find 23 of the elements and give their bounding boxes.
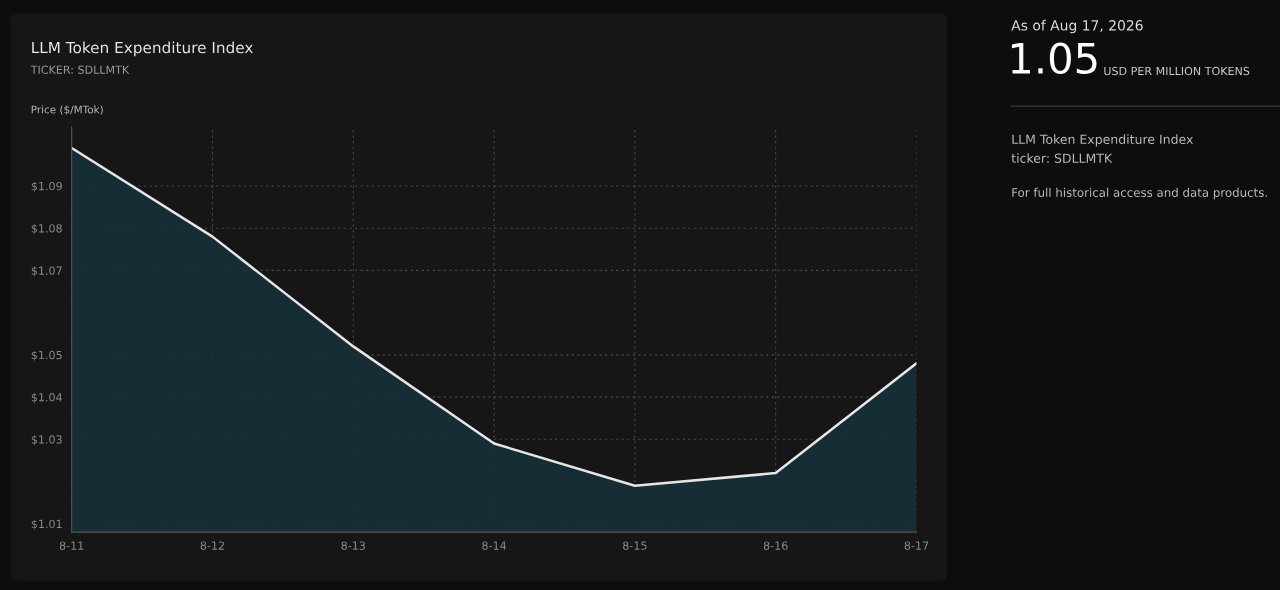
y-tick-label: $1.04 — [31, 392, 63, 403]
chart-subtitle: TICKER: SDLLMTK — [30, 65, 130, 74]
x-tick-label: 8-14 — [482, 541, 507, 550]
x-tick-label: 8-16 — [763, 541, 788, 550]
y-tick-label: $1.08 — [31, 223, 62, 235]
x-tick-label: 8-13 — [341, 541, 365, 550]
y-tick-label: $1.09 — [31, 181, 62, 192]
x-tick-label: 8-17 — [904, 541, 929, 550]
text: 1.05 — [1011, 42, 1097, 75]
text: USD PER MILLION TOKENS — [1104, 66, 1250, 76]
text: ticker: SDLLMTK — [1011, 153, 1113, 163]
chart-title: LLM Token Expenditure Index — [32, 41, 253, 57]
text: As of Aug 17, 2026 — [1011, 19, 1143, 34]
text: LLM Token Expenditure Index — [1012, 134, 1194, 147]
y-axis-title: Price ($/MTok) — [31, 105, 103, 115]
y-tick-label: $1.01 — [31, 519, 62, 530]
y-tick-label: $1.03 — [31, 435, 62, 446]
x-tick-label: 8-11 — [59, 541, 84, 550]
x-tick-label: 8-12 — [200, 541, 224, 550]
y-tick-label: $1.07 — [31, 266, 62, 277]
text: For full historical access and data products. — [1012, 187, 1267, 200]
x-tick-label: 8-15 — [623, 541, 647, 550]
y-tick-label: $1.05 — [31, 350, 62, 361]
